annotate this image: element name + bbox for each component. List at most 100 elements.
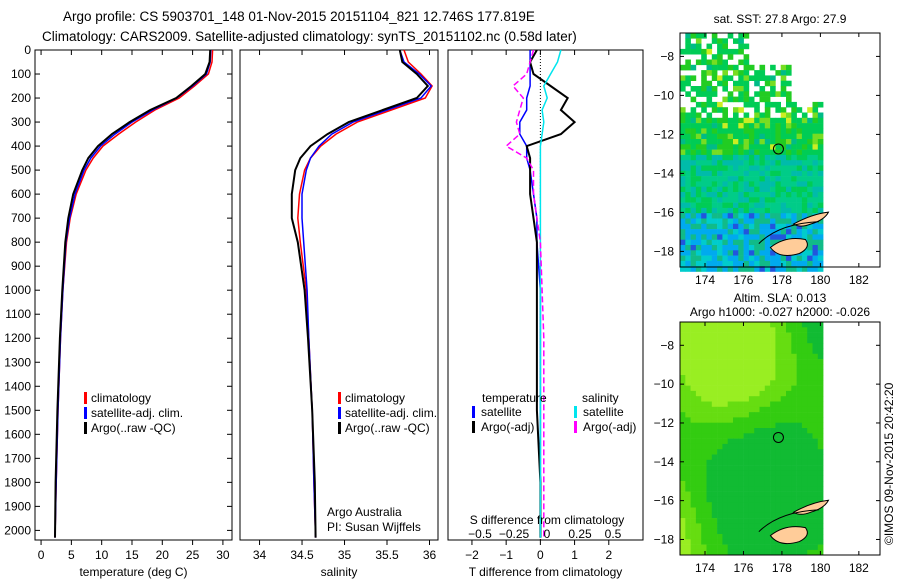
map-cell — [706, 229, 713, 235]
map-cell — [727, 250, 734, 256]
map-cell — [759, 327, 766, 333]
map-cell — [759, 406, 766, 413]
map-cell — [770, 353, 776, 360]
map-cell — [770, 213, 776, 219]
map-cell — [780, 107, 787, 113]
map-cell — [796, 154, 803, 161]
map-cell — [807, 496, 813, 503]
map-cell — [817, 443, 824, 450]
map-cell — [764, 512, 771, 519]
map-cell — [764, 438, 771, 445]
map-cell — [780, 260, 787, 267]
map-cell — [775, 364, 781, 370]
map-cell — [680, 154, 686, 161]
map-cell — [780, 117, 787, 124]
map-cell — [780, 375, 787, 381]
map-cell — [706, 422, 713, 429]
island-viti-levu — [769, 238, 808, 256]
map-cell — [738, 406, 744, 413]
map-cell — [796, 518, 803, 524]
map-cell — [807, 107, 813, 113]
map-cell — [733, 133, 739, 140]
map-cell — [701, 260, 707, 267]
map-cell — [695, 192, 702, 198]
map-cell — [764, 327, 771, 333]
map-cell — [690, 475, 697, 482]
x2-tick-label: 0 — [544, 527, 551, 541]
map-cell — [701, 512, 707, 519]
map-cell — [812, 117, 819, 124]
x-tick-label: 1 — [571, 548, 578, 562]
map-cell — [817, 481, 824, 487]
map-cell — [817, 234, 824, 240]
map-cell — [812, 549, 819, 556]
map-cell — [690, 375, 697, 381]
legend-swatch — [338, 407, 341, 419]
map-cell — [764, 385, 771, 392]
map-cell — [764, 428, 771, 434]
map-cell — [701, 101, 707, 108]
map-cell — [722, 454, 728, 461]
map-cell — [695, 91, 702, 97]
map-cell — [807, 348, 813, 355]
map-cell — [717, 54, 723, 60]
map-cell — [791, 128, 797, 134]
map-cell — [695, 502, 702, 508]
map-cell — [711, 266, 718, 272]
map-cell — [711, 101, 718, 108]
map-cell — [695, 218, 702, 225]
map-cell — [701, 123, 707, 129]
map-cell — [727, 459, 734, 466]
map-cell — [754, 128, 760, 134]
plot-frame — [34, 49, 233, 541]
map-cell — [780, 491, 787, 498]
map-cell — [791, 396, 797, 402]
map-cell — [680, 390, 686, 397]
map-cell — [748, 181, 755, 187]
map-cell — [754, 353, 760, 360]
map-cell — [733, 512, 739, 519]
map-cell — [748, 470, 755, 476]
map-cell — [807, 518, 813, 524]
map-cell — [807, 144, 813, 150]
map-cell — [711, 428, 718, 434]
map-cell — [791, 380, 797, 386]
map-cell — [812, 422, 819, 429]
map-cell — [754, 117, 760, 124]
map-cell — [743, 412, 750, 418]
map-cell — [738, 390, 744, 397]
map-cell — [701, 54, 707, 60]
map-cell — [701, 154, 707, 161]
map-cell — [780, 266, 787, 272]
map-cell — [801, 229, 808, 235]
map-cell — [690, 64, 697, 71]
y-tick-label: 700 — [11, 211, 31, 225]
map-cell — [727, 390, 734, 397]
map-cell — [770, 502, 776, 508]
map-cell — [754, 507, 760, 514]
map-cell — [812, 417, 819, 423]
map-cell — [738, 496, 744, 503]
map-cell — [780, 428, 787, 434]
map-cell — [770, 202, 776, 209]
map-cell — [711, 91, 718, 97]
map-cell — [722, 449, 728, 455]
map-cell — [727, 465, 734, 471]
map-cell — [706, 213, 713, 219]
map-cell — [754, 348, 760, 355]
map-cell — [733, 70, 739, 76]
map-cell — [701, 449, 707, 455]
map-cell — [770, 539, 776, 545]
map-cell — [738, 528, 744, 535]
map-cell — [775, 176, 781, 182]
map-cell — [754, 512, 760, 519]
map-cell — [701, 160, 707, 166]
map-cell — [717, 422, 723, 429]
map-cell — [743, 353, 750, 360]
map-cell — [701, 170, 707, 177]
map-cell — [754, 223, 760, 230]
map-cell — [722, 192, 728, 198]
map-cell — [748, 443, 755, 450]
map-cell — [754, 396, 760, 402]
map-cell — [748, 229, 755, 235]
